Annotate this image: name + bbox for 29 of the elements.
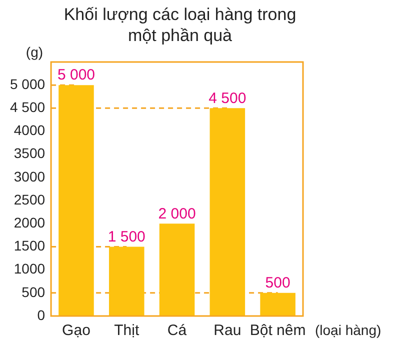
- x-axis-title: (loại hàng): [315, 322, 382, 338]
- y-tick-label: 3000: [14, 168, 46, 184]
- bar: [159, 224, 195, 316]
- y-tick-label: 5 000: [10, 76, 46, 92]
- data-label: 1 500: [108, 228, 146, 246]
- y-tick-label: 0: [37, 306, 46, 323]
- bar: [58, 85, 94, 316]
- y-tick-label: 2000: [14, 214, 46, 230]
- data-label: 2 000: [158, 205, 196, 222]
- y-tick-label: 4 500: [10, 99, 46, 116]
- x-tick-label: Bột nêm: [250, 322, 306, 340]
- x-tick-label: Gạo: [62, 322, 90, 340]
- x-tick-label: Thịt: [114, 322, 140, 340]
- y-tick-label: 1500: [14, 238, 46, 254]
- y-tick-label: 2500: [14, 191, 46, 208]
- y-tick-label: 3500: [14, 145, 46, 162]
- y-axis-title: (g): [26, 44, 44, 60]
- data-label: 5 000: [57, 66, 96, 84]
- y-tick-label: 1000: [14, 260, 46, 277]
- y-tick-label: 4000: [14, 122, 46, 138]
- chart-title: Khối lượng các loại hàng trong một phần quà: [62, 4, 298, 46]
- y-tick-label: 500: [22, 284, 46, 300]
- x-tick-label: Rau: [214, 322, 242, 340]
- bar: [210, 108, 246, 316]
- data-label: 500: [265, 274, 290, 292]
- bar: [260, 292, 296, 316]
- bar: [108, 246, 144, 316]
- x-tick-label: Cá: [167, 322, 188, 340]
- data-label: 4 500: [208, 90, 246, 107]
